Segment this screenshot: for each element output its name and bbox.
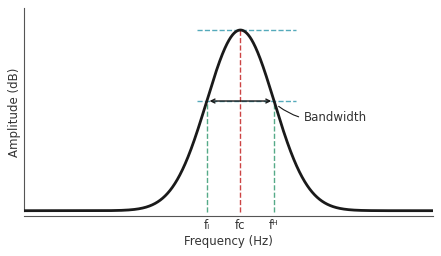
Text: Bandwidth: Bandwidth — [279, 106, 367, 124]
X-axis label: Frequency (Hz): Frequency (Hz) — [184, 235, 273, 248]
Y-axis label: Amplitude (dB): Amplitude (dB) — [8, 68, 21, 157]
